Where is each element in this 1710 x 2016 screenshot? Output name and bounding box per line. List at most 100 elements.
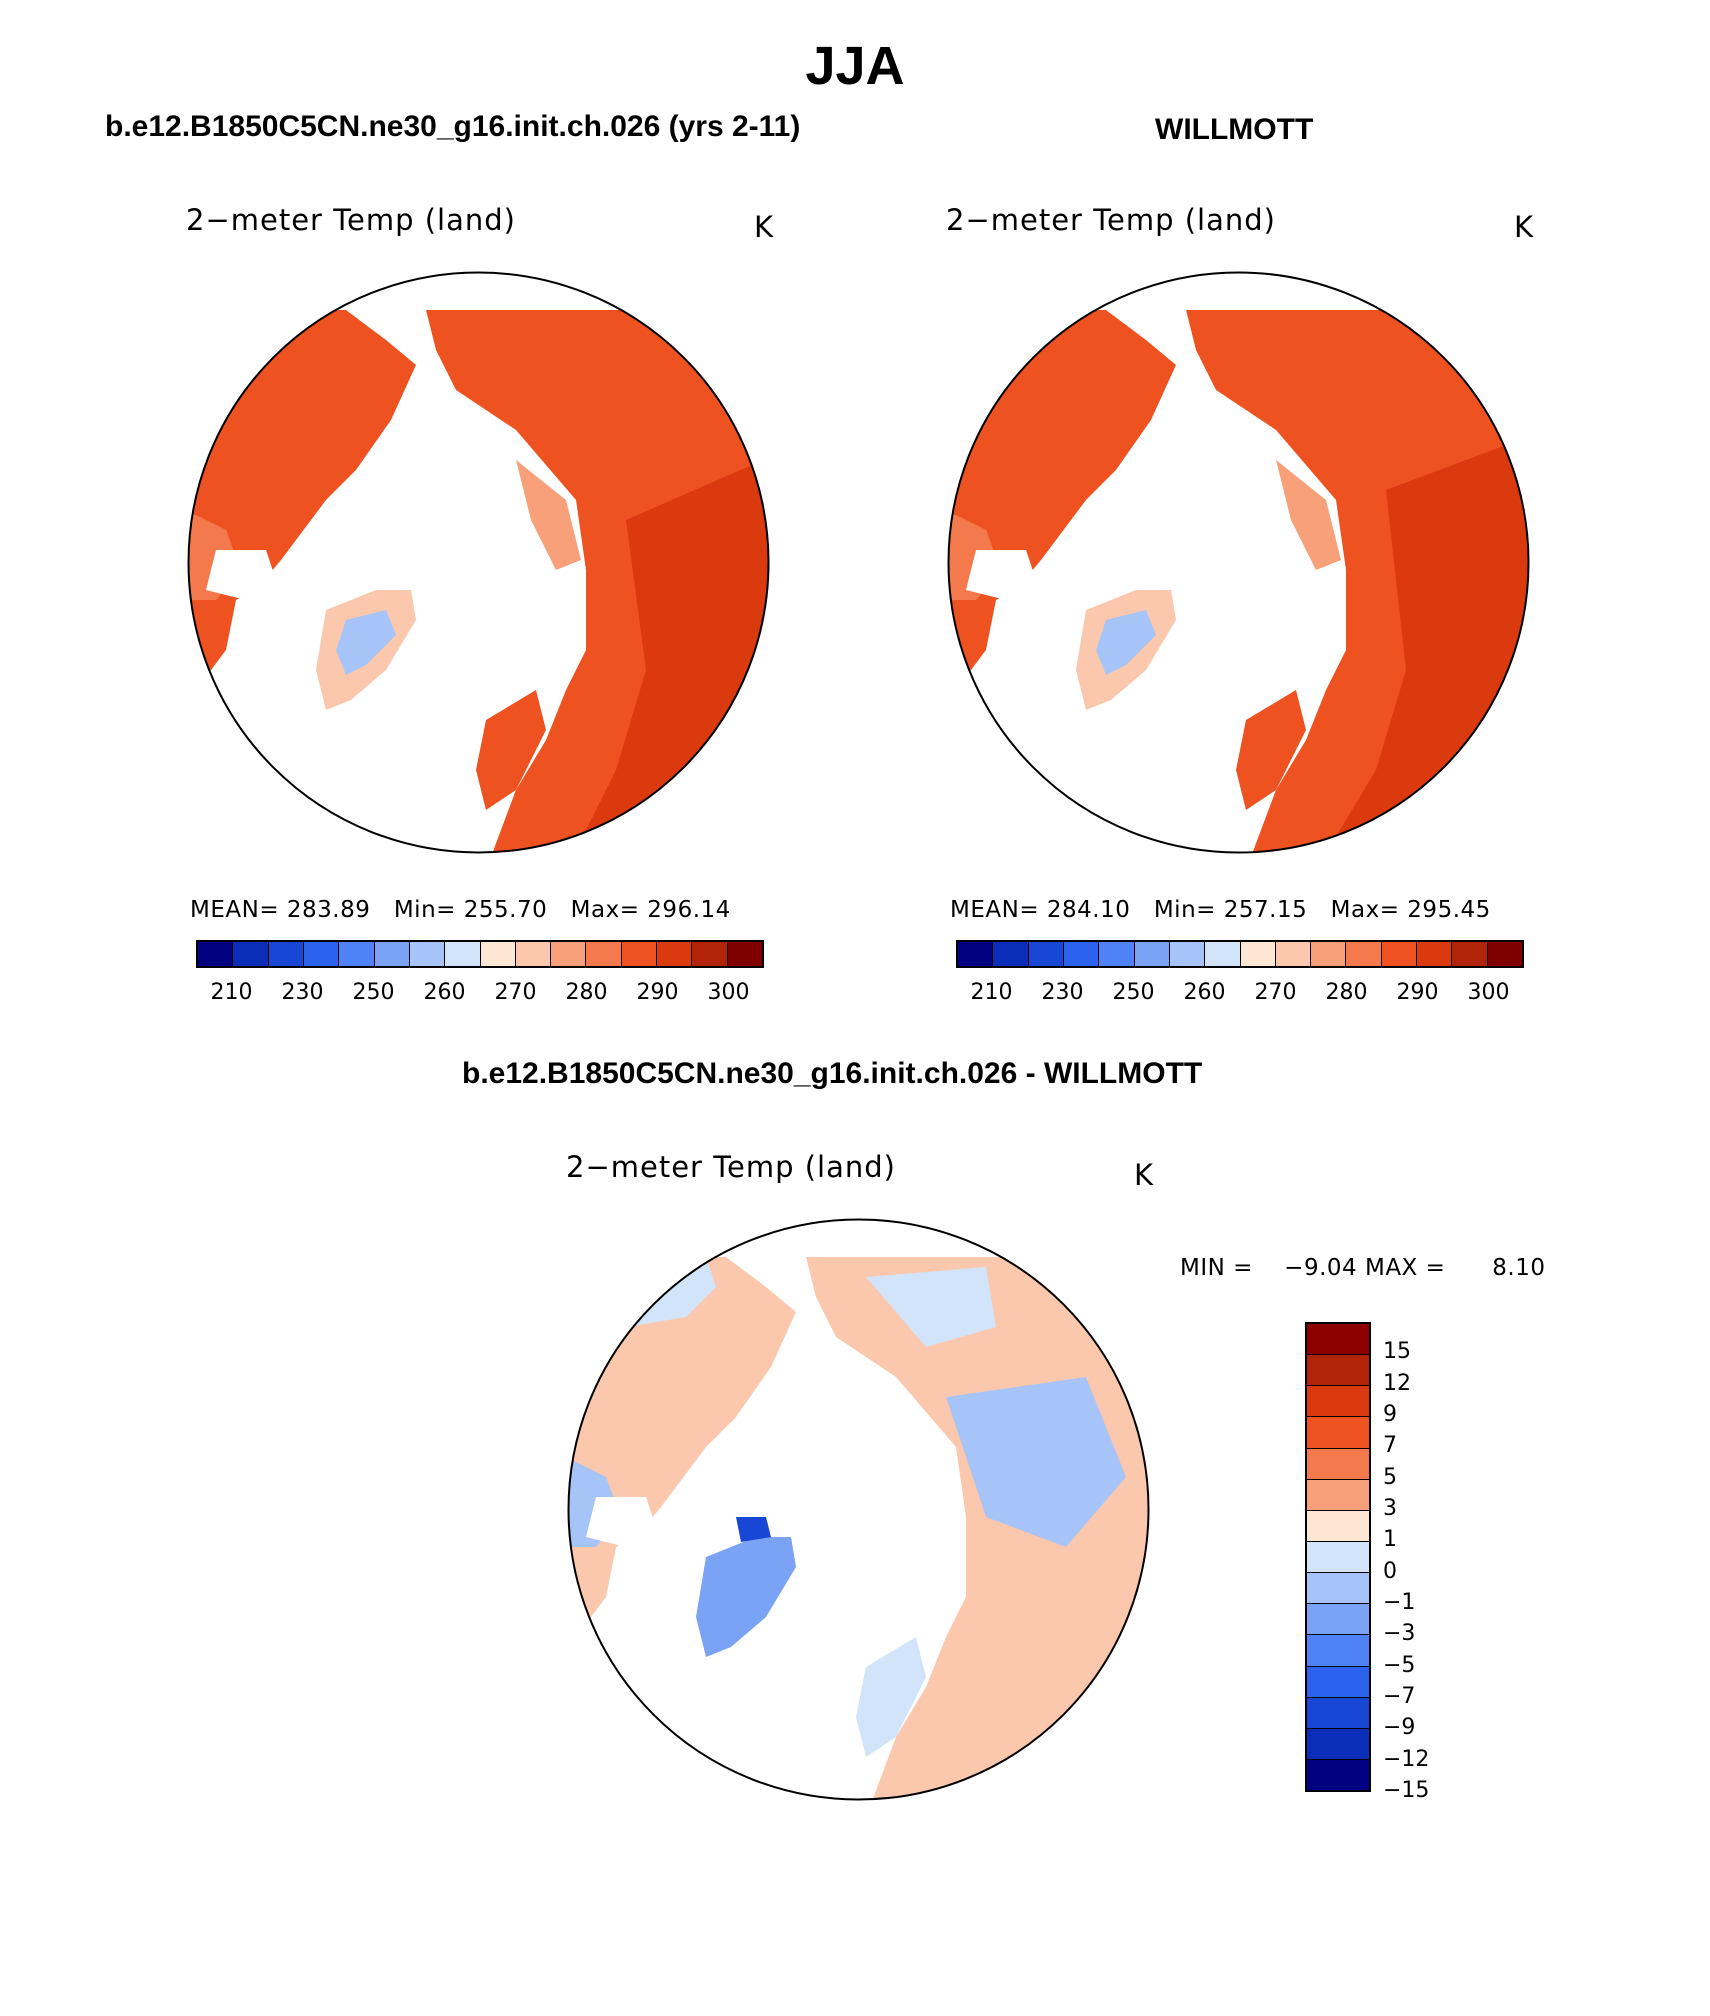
obs-colorbar-cell — [1275, 942, 1312, 966]
obs-colorbar-tick-label: 260 — [1183, 980, 1226, 1005]
diff-colorbar-tick-label: 5 — [1383, 1464, 1397, 1490]
diff-colorbar-cell — [1307, 1417, 1369, 1449]
model-colorbar-cell — [374, 942, 410, 966]
obs-colorbar-cell — [1169, 942, 1206, 966]
diff-colorbar-cell — [1307, 1697, 1369, 1729]
model-colorbar-cell — [480, 942, 516, 966]
diff-colorbar-ticks: 15 12 9 7 5 3 1 0 −1 −3 −5 −7 −9 −12 −15 — [1383, 1322, 1463, 1803]
diff-colorbar-cell — [1307, 1479, 1369, 1511]
model-min-label: Min= — [393, 897, 456, 923]
diff-colorbar-cell — [1307, 1448, 1369, 1480]
obs-panel-title: WILLMOTT — [1155, 113, 1314, 146]
obs-min-value: 257.15 — [1223, 897, 1308, 923]
diff-colorbar-cell — [1307, 1666, 1369, 1698]
obs-colorbar-cell — [1063, 942, 1100, 966]
obs-colorbar-tick-label: 290 — [1396, 980, 1439, 1005]
diff-colorbar-tick-label: −5 — [1383, 1652, 1416, 1678]
diff-stats: MIN = −9.04 MAX = 8.10 — [1180, 1255, 1545, 1281]
obs-colorbar-cell — [1487, 942, 1522, 966]
main-title: JJA — [805, 36, 905, 96]
obs-colorbar-tick-label: 210 — [970, 980, 1013, 1005]
model-colorbar — [196, 940, 764, 968]
model-colorbar-cell — [268, 942, 304, 966]
model-colorbar-cell — [727, 942, 762, 966]
model-colorbar-ticks: 210 230 250 260 270 280 290 300 — [196, 980, 764, 1010]
obs-mean-value: 284.10 — [1046, 897, 1131, 923]
model-colorbar-cell — [621, 942, 658, 966]
diff-colorbar-tick-label: −15 — [1383, 1778, 1430, 1803]
model-colorbar-cell — [692, 942, 728, 966]
obs-max-label: Max= — [1330, 897, 1400, 923]
diff-colorbar — [1305, 1322, 1371, 1792]
model-colorbar-tick-label: 280 — [565, 980, 608, 1005]
model-stats: MEAN= 283.89 Min= 255.70 Max= 296.14 — [190, 897, 731, 923]
model-mean-value: 283.89 — [286, 897, 371, 923]
diff-colorbar-cell — [1307, 1386, 1369, 1418]
diff-map — [567, 1218, 1150, 1801]
model-colorbar-tick-label: 290 — [636, 980, 679, 1005]
model-colorbar-cell — [233, 942, 269, 966]
model-min-value: 255.70 — [463, 897, 548, 923]
diff-colorbar-tick-label: −9 — [1383, 1715, 1416, 1741]
model-mean-label: MEAN= — [190, 897, 280, 923]
diff-colorbar-tick-label: −1 — [1383, 1590, 1416, 1615]
obs-colorbar-cell — [1381, 942, 1418, 966]
diff-colorbar-cell — [1307, 1510, 1369, 1542]
diff-colorbar-tick-label: −12 — [1383, 1746, 1430, 1772]
model-colorbar-cell — [551, 942, 587, 966]
model-colorbar-cell — [409, 942, 446, 966]
model-map — [187, 271, 770, 854]
diff-max-label: MAX = — [1364, 1255, 1446, 1281]
diff-colorbar-cell — [1307, 1635, 1369, 1667]
model-colorbar-cell — [303, 942, 340, 966]
obs-colorbar-cell — [993, 942, 1029, 966]
model-colorbar-cell — [657, 942, 693, 966]
model-panel-title: b.e12.B1850C5CN.ne30_g16.init.ch.026 (yr… — [105, 110, 801, 143]
diff-colorbar-cell — [1307, 1355, 1369, 1387]
diff-min-label: MIN = — [1180, 1255, 1253, 1281]
model-colorbar-tick-label: 230 — [281, 980, 324, 1005]
model-colorbar-cell — [445, 942, 481, 966]
obs-colorbar-ticks: 210 230 250 260 270 280 290 300 — [956, 980, 1524, 1010]
obs-colorbar-cell — [958, 942, 994, 966]
diff-colorbar-tick-label: −3 — [1383, 1621, 1416, 1647]
model-colorbar-cell — [586, 942, 622, 966]
model-colorbar-cell — [515, 942, 552, 966]
model-units-label: K — [754, 210, 774, 244]
obs-stats: MEAN= 284.10 Min= 257.15 Max= 295.45 — [950, 897, 1491, 923]
obs-colorbar-tick-label: 250 — [1112, 980, 1155, 1005]
diff-colorbar-tick-label: 0 — [1383, 1558, 1397, 1584]
diff-colorbar-cell — [1307, 1573, 1369, 1605]
diff-variable-label: 2−meter Temp (land) — [566, 1150, 896, 1184]
model-colorbar-cell — [198, 942, 234, 966]
obs-map — [947, 271, 1530, 854]
obs-mean-label: MEAN= — [950, 897, 1040, 923]
obs-colorbar-cell — [1205, 942, 1241, 966]
diff-max-value: 8.10 — [1492, 1255, 1546, 1281]
model-variable-label: 2−meter Temp (land) — [186, 203, 516, 237]
diff-colorbar-cell — [1307, 1604, 1369, 1636]
model-colorbar-tick-label: 270 — [494, 980, 537, 1005]
diff-colorbar-cell — [1307, 1541, 1369, 1574]
diff-colorbar-tick-label: −7 — [1383, 1684, 1416, 1709]
diff-colorbar-tick-label: 15 — [1383, 1339, 1411, 1365]
obs-colorbar-tick-label: 280 — [1325, 980, 1368, 1005]
model-max-value: 296.14 — [647, 897, 731, 923]
obs-colorbar-tick-label: 230 — [1041, 980, 1084, 1005]
model-colorbar-tick-label: 260 — [423, 980, 466, 1005]
model-max-label: Max= — [570, 897, 640, 923]
diff-units-label: K — [1134, 1158, 1154, 1192]
diff-colorbar-cell — [1307, 1759, 1369, 1791]
model-colorbar-tick-label: 210 — [210, 980, 253, 1005]
obs-colorbar-cell — [1240, 942, 1276, 966]
model-colorbar-cell — [339, 942, 375, 966]
obs-colorbar-cell — [1134, 942, 1170, 966]
diff-colorbar-tick-label: 7 — [1383, 1433, 1397, 1459]
diff-colorbar-cell — [1307, 1324, 1369, 1356]
obs-colorbar — [956, 940, 1524, 968]
diff-colorbar-tick-label: 9 — [1383, 1402, 1397, 1427]
diff-colorbar-tick-label: 3 — [1383, 1496, 1397, 1521]
model-colorbar-tick-label: 250 — [352, 980, 395, 1005]
obs-colorbar-tick-label: 300 — [1467, 980, 1510, 1005]
diff-colorbar-tick-label: 1 — [1383, 1527, 1397, 1553]
